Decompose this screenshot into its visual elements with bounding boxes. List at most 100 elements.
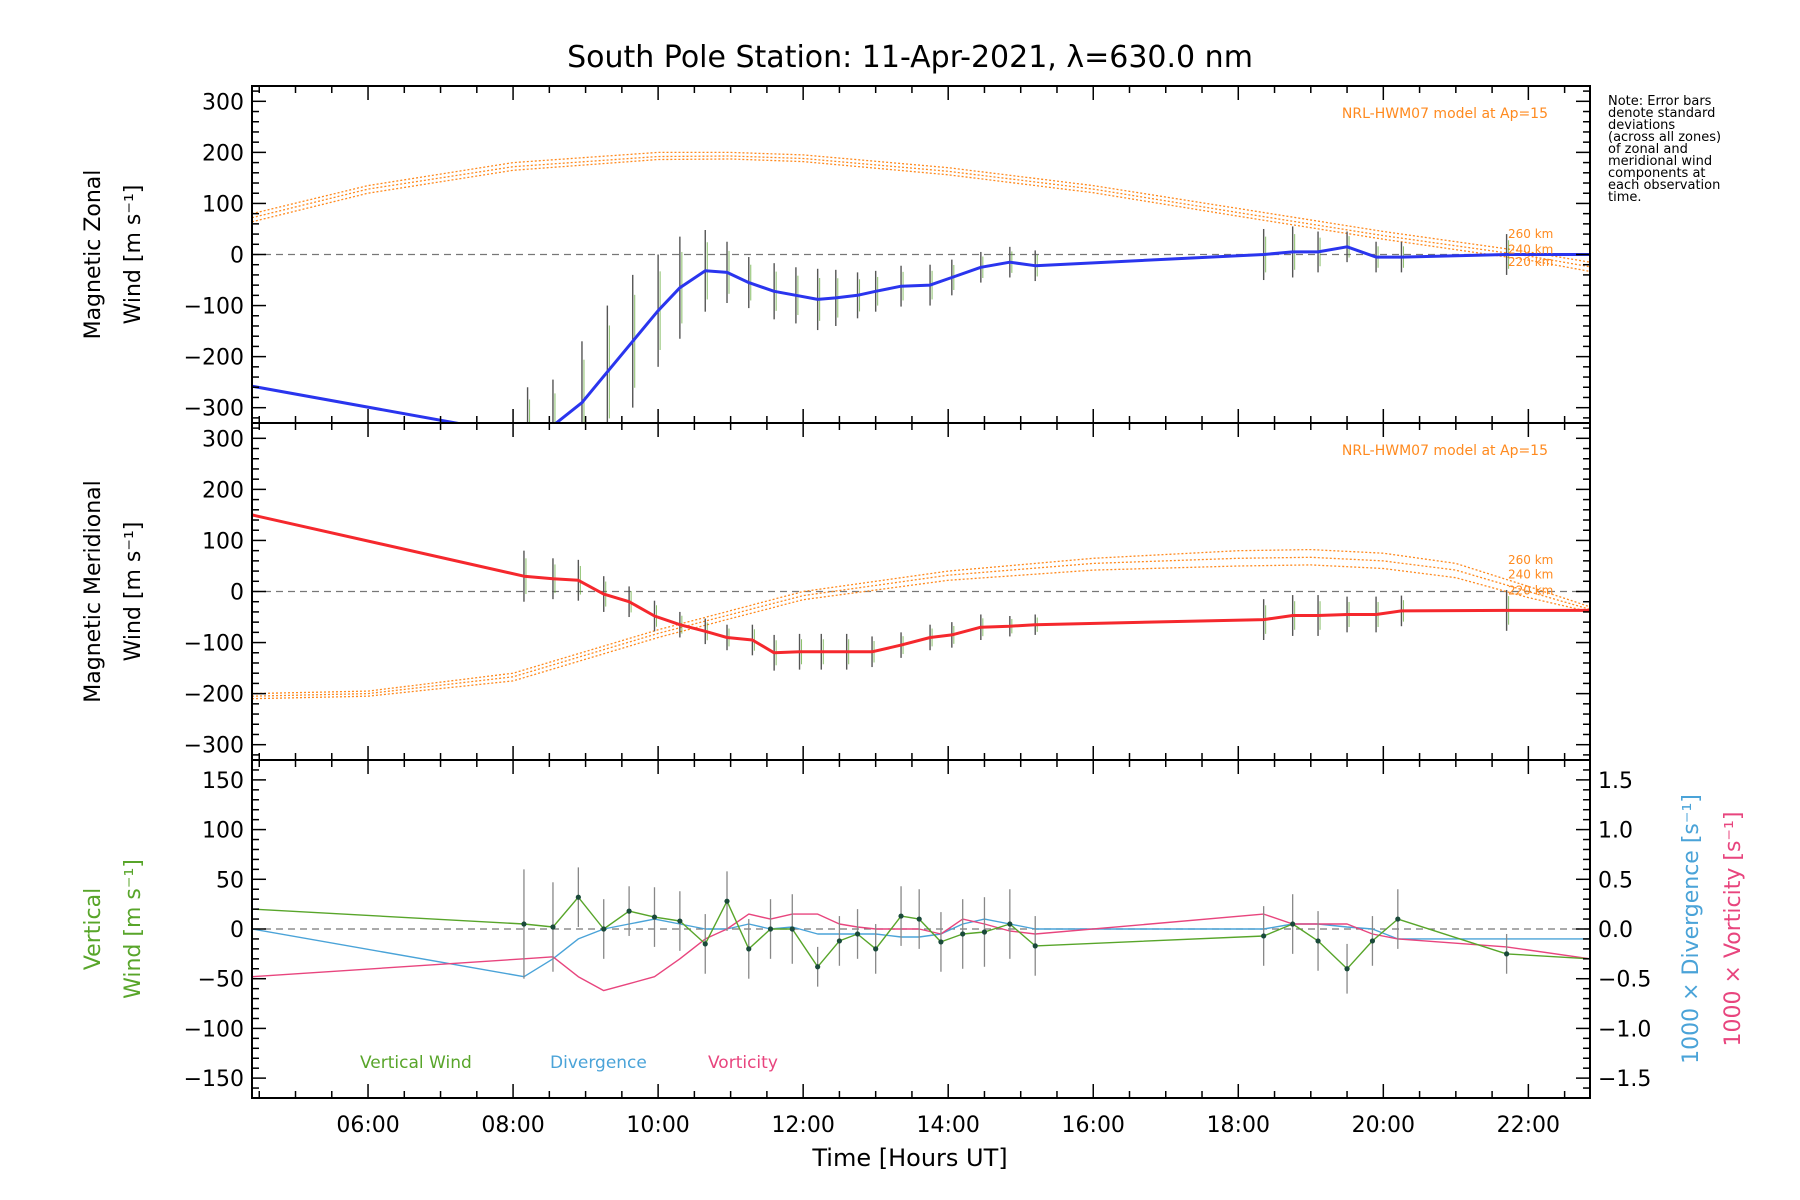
note-line: of zonal and: [1608, 142, 1688, 157]
model-curve: [252, 158, 1590, 273]
model-curve: [252, 564, 1590, 700]
vertical-wind-point: [836, 938, 843, 944]
y-tick-label: 200: [202, 478, 244, 503]
altitude-label: 220 km: [1508, 583, 1553, 597]
panels-layer: −300 −200 −100 0 100 200 300 Magnetic Zonal Wind…: [81, 85, 1746, 1138]
panel-vertical-data: [252, 867, 1590, 994]
x-tick-label: 18:00: [1207, 1113, 1270, 1138]
y-axis-label: Vertical: [81, 888, 106, 970]
altitude-label: 240 km: [1508, 242, 1553, 256]
zonal-wind-line: [252, 245, 1590, 423]
vertical-wind-point: [1032, 943, 1038, 949]
model-label: NRL-HWM07 model at Ap=15: [1342, 106, 1548, 122]
vertical-wind-point: [1344, 966, 1350, 972]
y2-tick-label: 0.5: [1598, 868, 1633, 893]
vertical-wind-point: [550, 924, 556, 930]
vertical-wind-point: [1369, 938, 1376, 944]
panel-zonal-data: [252, 151, 1590, 423]
y2-tick-label: 0.0: [1598, 918, 1633, 943]
vertical-wind-point: [789, 926, 795, 932]
note-line: each observation: [1608, 178, 1721, 193]
model-label: NRL-HWM07 model at Ap=15: [1342, 443, 1548, 459]
y-tick-label: 50: [216, 868, 244, 893]
x-tick-label: 08:00: [481, 1113, 544, 1138]
y-tick-label: 300: [202, 427, 244, 452]
y-tick-label: −200: [184, 683, 244, 708]
y-tick-label: −200: [184, 346, 244, 371]
panel-zonal-frame: [251, 85, 1591, 424]
chart-title: South Pole Station: 11-Apr-2021, λ=630.0…: [567, 40, 1253, 75]
divergence-line: [252, 918, 1590, 978]
altitude-label: 220 km: [1508, 255, 1553, 269]
vertical-wind-point: [1007, 921, 1013, 927]
vertical-wind-line: [252, 896, 1590, 970]
y-tick-label: −100: [184, 632, 244, 657]
y-tick-label: −300: [184, 397, 244, 422]
y2-tick-label: 1.0: [1598, 819, 1633, 844]
vertical-wind-point: [601, 926, 607, 932]
y2-tick-label: −1.0: [1598, 1017, 1651, 1042]
x-tick-label: 20:00: [1352, 1113, 1415, 1138]
note-line: (across all zones): [1608, 130, 1722, 145]
vertical-wind-point: [981, 929, 988, 935]
vertical-wind-point: [746, 946, 752, 952]
y-tick-label: 300: [202, 90, 244, 115]
y-tick-label: 0: [230, 581, 244, 606]
legend-entry: Vorticity: [708, 1053, 778, 1073]
y2-axis-label-vorticity: 1000 × Vorticity [s⁻¹]: [1721, 812, 1746, 1047]
y2-tick-label: −1.5: [1598, 1067, 1651, 1092]
y-axis-label: Magnetic Zonal: [81, 170, 106, 340]
y2-tick-label: 1.5: [1598, 769, 1633, 794]
note-line: time.: [1608, 190, 1642, 205]
y-tick-label: −300: [184, 734, 244, 759]
y-axis-label: Wind [m s⁻¹]: [121, 185, 146, 325]
vertical-wind-point: [854, 931, 861, 937]
panel-meridional-data: [252, 513, 1590, 700]
note-line: components at: [1608, 166, 1706, 181]
note-line: meridional wind: [1608, 154, 1713, 169]
y-tick-label: 100: [202, 529, 244, 554]
vertical-wind-point: [916, 916, 922, 922]
panel-meridional-frame: [251, 422, 1591, 761]
y-axis-label: Magnetic Meridional: [81, 480, 106, 702]
note-line: denote standard: [1608, 106, 1716, 121]
vertical-wind-point: [575, 894, 581, 900]
x-tick-label: 12:00: [771, 1113, 834, 1138]
y-tick-label: −50: [198, 968, 244, 993]
vertical-wind-point: [724, 898, 730, 904]
vertical-wind-point: [702, 941, 708, 947]
y-tick-label: 150: [202, 769, 244, 794]
y-tick-label: 100: [202, 819, 244, 844]
x-tick-label: 14:00: [916, 1113, 979, 1138]
altitude-label: 240 km: [1508, 568, 1553, 582]
y-tick-label: 200: [202, 141, 244, 166]
y-axis-label: Wind [m s⁻¹]: [121, 522, 146, 662]
y-tick-label: 100: [202, 192, 244, 217]
vertical-wind-point: [1261, 933, 1267, 939]
note-line: Note: Error bars: [1608, 94, 1712, 109]
x-axis-label: Time [Hours UT]: [811, 1144, 1007, 1172]
model-curve: [252, 155, 1590, 268]
vertical-wind-point: [960, 931, 966, 937]
legend-entry: Vertical Wind: [360, 1053, 472, 1073]
x-tick-label: 10:00: [626, 1113, 689, 1138]
model-curve: [252, 151, 1590, 263]
x-tick-label: 06:00: [336, 1113, 399, 1138]
vertical-wind-point: [898, 913, 904, 919]
error-bar-note: Note: Error bars denote standard deviati…: [1608, 94, 1798, 205]
vertical-wind-point: [651, 914, 658, 920]
vertical-wind-point: [1504, 951, 1510, 957]
y-tick-label: 0: [230, 918, 244, 943]
meridional-wind-line: [252, 513, 1590, 655]
vertical-wind-point: [1290, 921, 1296, 927]
note-line: deviations: [1608, 118, 1676, 133]
x-tick-label: 22:00: [1497, 1113, 1560, 1138]
y-tick-label: −150: [184, 1067, 244, 1092]
model-curve: [252, 556, 1590, 697]
y2-tick-label: −0.5: [1598, 968, 1651, 993]
vertical-wind-point: [1395, 916, 1401, 922]
vertical-wind-point: [938, 939, 944, 945]
vertical-wind-point: [873, 946, 879, 952]
vertical-wind-point: [1315, 938, 1321, 944]
